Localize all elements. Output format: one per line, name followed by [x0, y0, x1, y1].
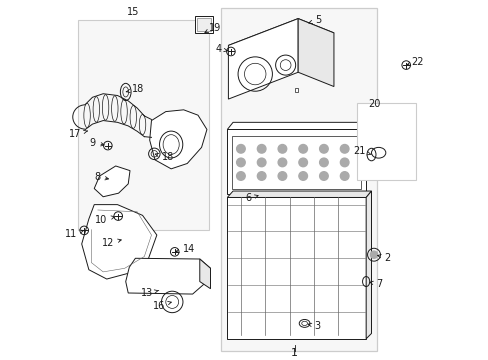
Polygon shape [366, 191, 371, 339]
Polygon shape [94, 166, 130, 197]
Text: 6: 6 [245, 193, 258, 203]
Polygon shape [228, 19, 333, 60]
Polygon shape [149, 110, 206, 169]
Circle shape [319, 172, 327, 180]
Polygon shape [227, 191, 371, 198]
Circle shape [370, 251, 377, 258]
Text: 16: 16 [152, 301, 171, 311]
Circle shape [319, 144, 327, 153]
Polygon shape [227, 130, 366, 194]
Circle shape [298, 172, 307, 180]
Text: 18: 18 [155, 152, 173, 162]
Bar [231, 136, 360, 189]
Text: 3: 3 [307, 321, 320, 331]
Polygon shape [298, 19, 333, 86]
Text: 22: 22 [407, 57, 423, 67]
Circle shape [319, 158, 327, 167]
Circle shape [257, 158, 265, 167]
Polygon shape [200, 259, 210, 289]
Text: 18: 18 [126, 84, 143, 94]
Circle shape [236, 158, 244, 167]
Text: 19: 19 [204, 23, 221, 32]
Text: 11: 11 [65, 229, 83, 239]
Circle shape [278, 144, 286, 153]
Circle shape [236, 172, 244, 180]
Polygon shape [227, 122, 371, 130]
Bar [294, 87, 298, 92]
Bar [78, 21, 208, 230]
Circle shape [298, 158, 307, 167]
Bar [195, 16, 213, 33]
Text: 9: 9 [89, 138, 104, 148]
Text: 12: 12 [102, 238, 121, 248]
Circle shape [278, 158, 286, 167]
Text: 17: 17 [69, 129, 87, 139]
Text: 5: 5 [308, 15, 320, 25]
Text: 13: 13 [141, 288, 159, 298]
Text: 15: 15 [126, 7, 139, 17]
Circle shape [340, 172, 348, 180]
Polygon shape [227, 198, 366, 339]
Circle shape [257, 144, 265, 153]
Circle shape [257, 172, 265, 180]
Text: 4: 4 [215, 44, 227, 54]
Bar [197, 18, 210, 31]
Text: 1: 1 [290, 348, 298, 358]
Polygon shape [125, 258, 210, 294]
Text: 8: 8 [94, 172, 108, 182]
Text: 2: 2 [377, 253, 390, 262]
Text: 7: 7 [369, 279, 382, 289]
Text: 21: 21 [353, 146, 370, 156]
Circle shape [340, 158, 348, 167]
Text: 14: 14 [175, 244, 195, 254]
Circle shape [298, 144, 307, 153]
Text: 20: 20 [367, 99, 380, 109]
Text: 10: 10 [95, 215, 114, 225]
Circle shape [278, 172, 286, 180]
Circle shape [236, 144, 244, 153]
Bar [356, 103, 415, 180]
Circle shape [340, 144, 348, 153]
Polygon shape [81, 204, 157, 279]
Bar [221, 8, 376, 351]
Polygon shape [228, 19, 298, 99]
